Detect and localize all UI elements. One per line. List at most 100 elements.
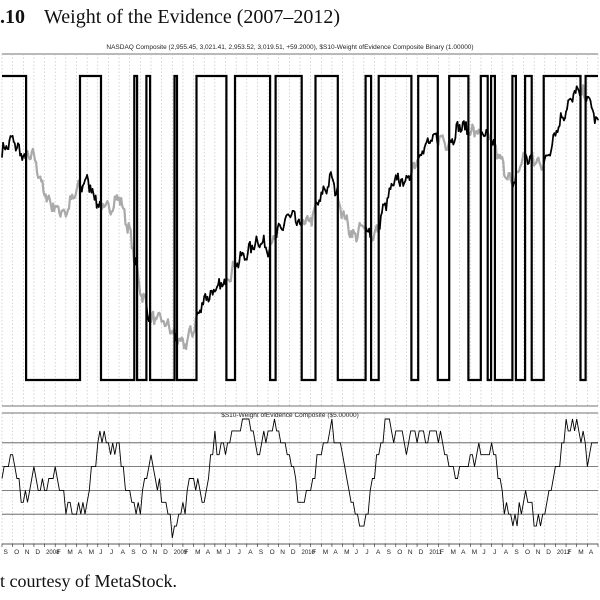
x-tick-label: O [14,549,19,556]
price-segment [589,99,593,109]
x-tick-label: N [408,549,413,556]
x-tick-label: M [451,549,456,556]
figure-caption-text: t courtesy of MetaStock. [0,571,177,591]
x-tick-label: D [419,549,424,556]
x-tick-label: O [142,549,147,556]
x-tick-label: S [259,549,264,556]
figure-caption: t courtesy of MetaStock. [0,568,600,594]
price-segment [549,149,553,157]
x-tick-label: D [291,549,296,556]
x-tick-label: A [589,549,594,556]
price-segment [7,139,11,150]
x-tick-label: O [270,549,275,556]
price-segment [327,173,331,188]
x-tick-label: M [216,549,221,556]
figure-title-text: Weight of the Evidence (2007–2012) [44,6,341,28]
price-segment [431,134,434,142]
x-tick-label: A [461,549,466,556]
x-tick-label: N [536,549,541,556]
x-tick-label: D [163,549,168,556]
price-segment [229,269,233,282]
price-segment [166,318,171,329]
x-tick-label: N [280,549,285,556]
price-segment [120,197,124,208]
x-tick-label: N [25,549,30,556]
price-segment [123,208,127,226]
x-tick-label: 2011 [429,550,443,556]
x-tick-label: M [67,549,72,556]
price-segment [333,183,336,197]
x-tick-label: 2012 [557,550,571,556]
price-segment [566,99,570,110]
price-segment [551,134,555,146]
price-segment [97,200,101,208]
price-segment [253,242,257,251]
x-tick-label: O [397,549,402,556]
binary-signal-line [2,74,598,382]
price-segment [346,222,351,236]
x-tick-label: J [110,549,113,556]
price-segment [34,161,39,175]
x-tick-label: M [323,549,328,556]
indicator-panel [1,412,598,539]
x-tick-label: A [78,549,83,556]
price-segment [460,121,464,132]
price-segment [342,210,346,220]
x-tick-label: A [504,549,509,556]
x-tick-label: F [568,549,572,556]
price-segment [242,253,246,261]
x-tick-label: A [333,549,338,556]
x-tick-label: A [121,549,126,556]
price-segment [310,213,314,227]
price-segment [596,117,599,121]
chart-svg: NASDAQ Composite (2,955.45, 3,021.41, 2,… [1,44,600,556]
x-tick-label: M [578,549,583,556]
price-segment [502,160,506,177]
price-segment [18,143,21,157]
x-tick-label: O [525,549,530,556]
price-segment [397,172,400,183]
x-tick-label: J [227,549,230,556]
x-tick-label: D [546,549,551,556]
x-tick-label: S [4,549,9,556]
x-tick-label: A [376,549,381,556]
price-segment [465,121,468,136]
figure-number: .10 [0,6,25,28]
x-tick-label: J [493,549,496,556]
price-segment [443,141,447,151]
x-tick-label: M [344,549,349,556]
price-segment [246,243,250,255]
x-tick-label: A [248,549,253,556]
indicator-chart-title: $S10-Weight ofEvidence Composite ($5.000… [221,412,359,419]
price-segment [581,84,586,98]
price-segment [237,261,241,269]
x-tick-label: 2010 [302,550,316,556]
price-segment [527,155,531,165]
price-segment [399,178,402,187]
price-segment [550,144,554,152]
x-tick-label: J [99,549,102,556]
x-tick-label: S [387,549,392,556]
indicator-line [1,418,598,539]
price-segment [185,340,189,350]
x-tick-label: M [195,549,200,556]
price-segment [345,214,349,225]
price-segment [356,228,360,239]
x-tick-label: S [131,549,136,556]
price-segment [262,234,266,249]
x-tick-label: M [472,549,477,556]
price-segment [129,229,133,250]
x-tick-label: F [184,549,188,556]
price-segment [392,179,396,187]
x-tick-label: J [238,549,241,556]
price-segment [564,110,567,120]
x-tick-label: F [312,549,316,556]
price-segment [387,187,391,199]
x-tick-label: J [482,549,485,556]
x-tick-label: F [57,549,61,556]
x-tick-label: J [365,549,368,556]
price-segment [200,302,203,314]
x-tick-label: A [206,549,211,556]
